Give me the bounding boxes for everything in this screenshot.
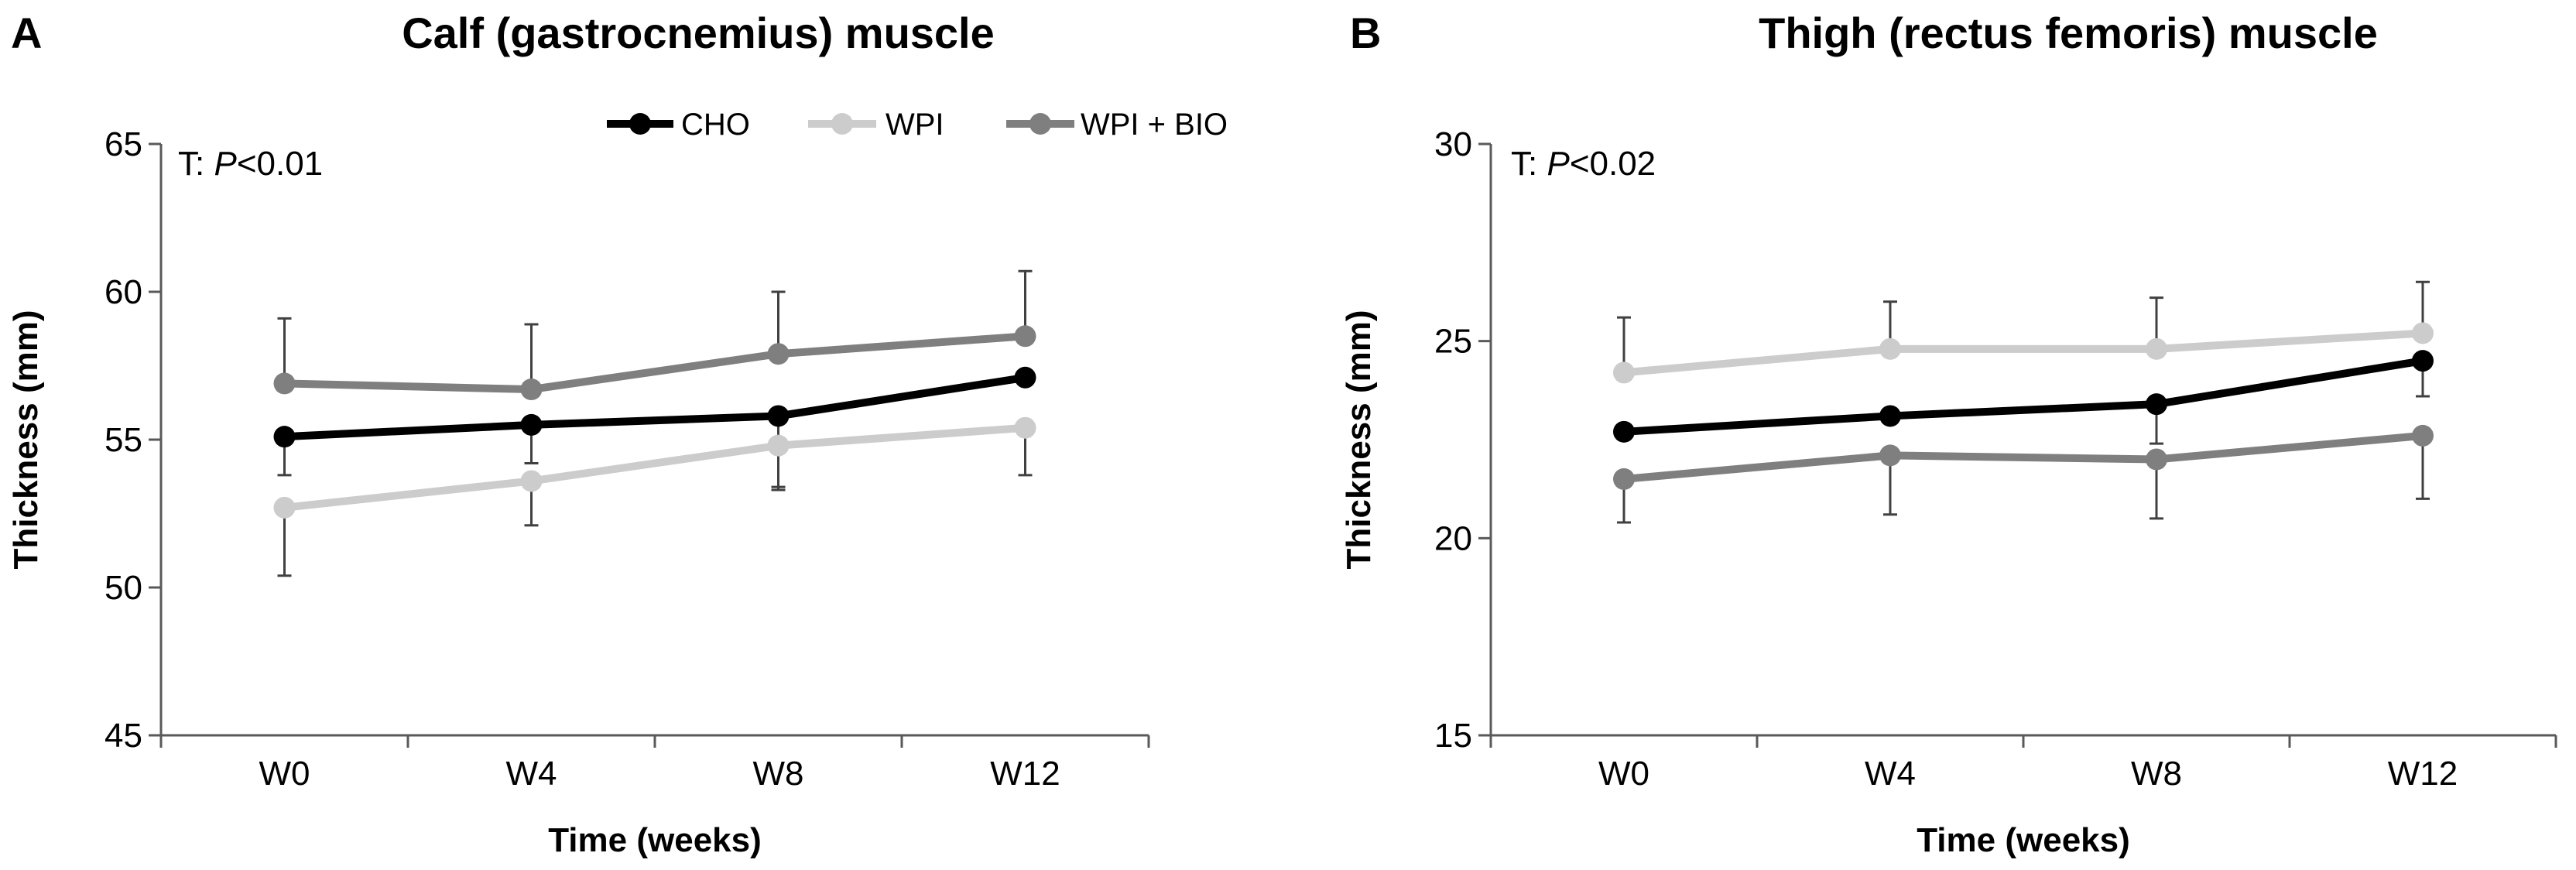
data-point [767, 434, 790, 457]
data-point [2146, 448, 2167, 471]
x-tick-label: W12 [2388, 755, 2458, 793]
legend-item: CHO [607, 108, 750, 142]
y-tick-label: 60 [104, 273, 142, 311]
series-line [283, 423, 1026, 512]
data-point [273, 496, 296, 519]
data-point [767, 343, 790, 365]
y-tick-label: 30 [1434, 125, 1472, 163]
x-axis-label: Time (weeks) [548, 821, 762, 859]
series-wpi [273, 416, 1036, 577]
data-point [1879, 444, 1901, 467]
data-point [767, 405, 790, 427]
y-tick-label: 45 [104, 717, 142, 755]
chart-title: Calf (gastrocnemius) muscle [402, 9, 995, 57]
data-point [2412, 350, 2434, 372]
data-point [273, 426, 296, 448]
y-tick-label: 65 [104, 125, 142, 163]
data-point [2146, 393, 2167, 416]
stat-annotation: T: P<0.01 [178, 145, 323, 183]
y-tick-label: 15 [1434, 717, 1472, 755]
x-axis-label: Time (weeks) [1917, 821, 2130, 859]
data-point [2412, 424, 2434, 447]
series-wpi [1613, 280, 2434, 384]
legend-label: WPI + BIO [1081, 108, 1228, 142]
y-tick-label: 25 [1434, 323, 1472, 361]
data-point [1879, 337, 1901, 360]
legend-swatch-marker [1029, 113, 1051, 135]
series-line [1623, 431, 2424, 483]
series-cho [273, 366, 1036, 488]
y-tick-label: 55 [104, 421, 142, 459]
series-line [1623, 357, 2424, 436]
series-wpi-bio [1613, 424, 2434, 524]
series-wpi-bio [273, 269, 1036, 401]
y-tick-label: 50 [104, 569, 142, 607]
data-point [2412, 322, 2434, 344]
stat-suffix: <0.01 [237, 145, 323, 183]
series-line [284, 332, 1026, 394]
x-tick-label: W4 [506, 755, 557, 793]
data-point [1613, 361, 1635, 384]
data-point [1613, 468, 1635, 490]
data-point [1613, 420, 1635, 443]
stat-suffix: <0.02 [1570, 145, 1656, 183]
stat-p: P [214, 145, 237, 183]
legend-swatch-marker [629, 113, 651, 135]
stat-prefix: T: [1511, 145, 1547, 183]
legend-item: WPI [808, 108, 944, 142]
x-tick-label: W0 [1598, 755, 1649, 793]
y-axis-label: Thickness (mm) [1340, 310, 1378, 570]
x-tick-label: W8 [2131, 755, 2182, 793]
data-point [1014, 366, 1036, 389]
stat-prefix: T: [178, 145, 214, 183]
data-point [520, 413, 543, 436]
data-point [2146, 337, 2167, 360]
legend-label: WPI [886, 108, 944, 142]
legend-item: WPI + BIO [1006, 108, 1228, 142]
series-line [1623, 329, 2424, 377]
data-point [273, 372, 296, 395]
stat-annotation: T: P<0.02 [1511, 145, 1656, 183]
y-tick-label: 20 [1434, 519, 1472, 557]
chart-title: Thigh (rectus femoris) muscle [1759, 9, 2378, 57]
y-axis-label: Thickness (mm) [7, 310, 45, 570]
data-point [1879, 405, 1901, 427]
data-point [520, 378, 543, 401]
series-line [284, 373, 1026, 441]
legend-label: CHO [681, 108, 750, 142]
chart-panel-a: A Calf (gastrocnemius) muscle 45 50 55 60 65 W0… [7, 9, 1228, 859]
panel-letter: B [1350, 9, 1381, 57]
data-point [520, 470, 543, 492]
panel-letter: A [11, 9, 42, 57]
stat-p: P [1547, 145, 1570, 183]
chart-panel-b: B Thigh (rectus femoris) muscle 15 20 25 30 W0… [1340, 9, 2557, 859]
legend: CHO WPI WPI + BIO [607, 108, 1228, 142]
x-tick-label: W12 [990, 755, 1060, 793]
data-point [1014, 325, 1036, 348]
legend-swatch-marker [831, 113, 853, 135]
data-point [1014, 416, 1036, 439]
x-tick-label: W8 [753, 755, 804, 793]
x-tick-label: W4 [1865, 755, 1916, 793]
series-cho [1613, 350, 2434, 445]
x-tick-label: W0 [259, 755, 310, 793]
